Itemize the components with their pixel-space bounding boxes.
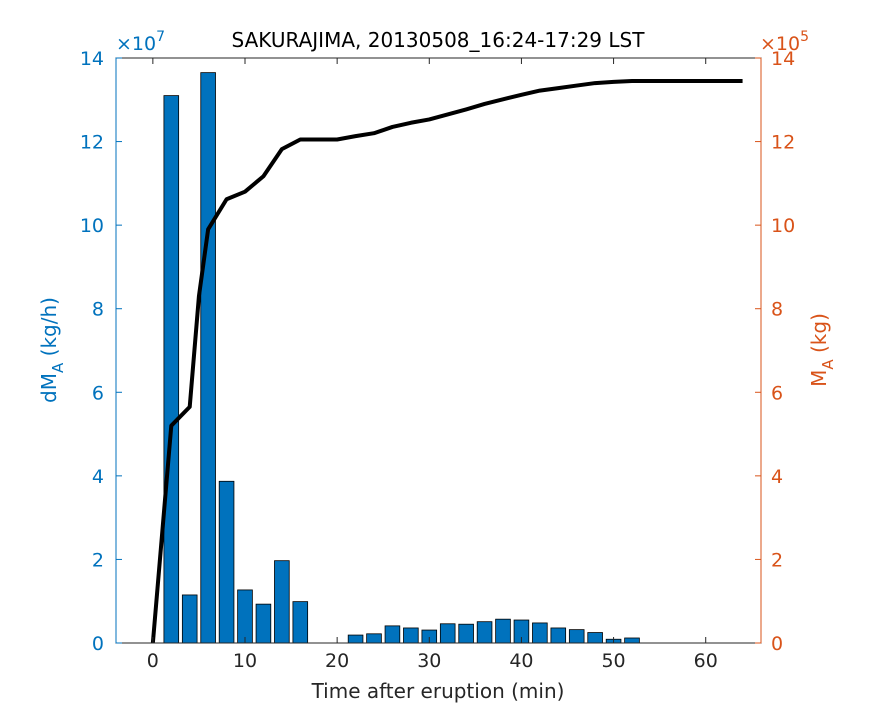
y-right-tick-label: 2 xyxy=(771,549,783,571)
bar xyxy=(255,603,272,644)
y-left-tick-label: 14 xyxy=(80,48,104,70)
y-right-exponent: ×105 xyxy=(760,29,809,55)
y-right-tick-label: 0 xyxy=(771,633,783,655)
bar xyxy=(624,637,640,644)
x-axis-ticks: 0 10 20 30 40 50 60 xyxy=(147,58,718,672)
y-left-axis-ticks: 0 2 4 6 8 10 12 14 xyxy=(80,48,122,655)
y-left-label-sub: A xyxy=(49,362,67,373)
y-right-tick-label: 6 xyxy=(771,382,783,404)
bar xyxy=(347,634,364,644)
bar xyxy=(292,601,309,644)
bar xyxy=(181,594,198,644)
bar xyxy=(163,95,180,644)
x-tick-label: 50 xyxy=(601,650,625,672)
bar xyxy=(218,480,235,644)
bar xyxy=(568,629,585,644)
cumulative-line xyxy=(150,78,743,644)
y-left-exponent-base: ×10 xyxy=(116,33,156,55)
y-right-exponent-power: 5 xyxy=(800,29,809,45)
bar xyxy=(237,589,253,644)
bar xyxy=(495,618,511,644)
bar xyxy=(274,560,290,644)
y-right-axis-ticks: 0 2 4 6 8 10 12 14 xyxy=(755,48,795,655)
y-left-tick-label: 6 xyxy=(92,382,104,404)
y-left-exponent: ×107 xyxy=(116,29,165,55)
y-right-tick-label: 14 xyxy=(771,48,795,70)
bar xyxy=(403,627,419,644)
y-left-tick-label: 2 xyxy=(92,549,104,571)
y-left-tick-label: 8 xyxy=(92,299,104,321)
y-right-exponent-base: ×10 xyxy=(760,33,800,55)
y-left-tick-label: 0 xyxy=(92,633,104,655)
x-tick-label: 20 xyxy=(325,650,349,672)
x-tick-label: 40 xyxy=(509,650,533,672)
x-tick-label: 10 xyxy=(233,650,257,672)
bar xyxy=(366,633,382,644)
x-tick-label: 0 xyxy=(147,650,159,672)
y-right-tick-label: 10 xyxy=(771,215,795,237)
y-left-tick-label: 10 xyxy=(80,215,104,237)
bar xyxy=(550,627,567,644)
x-tick-label: 60 xyxy=(694,650,718,672)
y-right-tick-label: 12 xyxy=(771,132,795,154)
bar xyxy=(587,632,603,644)
y-right-tick-label: 4 xyxy=(771,466,783,488)
y-left-tick-label: 12 xyxy=(80,132,104,154)
bar xyxy=(532,622,548,644)
chart-title: SAKURAJIMA, 20130508_16:24-17:29 LST xyxy=(232,28,646,52)
x-tick-label: 30 xyxy=(417,650,441,672)
bar xyxy=(200,72,216,644)
y-left-exponent-power: 7 xyxy=(156,29,165,45)
y-right-label-unit: (kg) xyxy=(807,313,831,359)
cumulative-line-series xyxy=(150,78,743,644)
y-left-axis-label: dMA (kg/h) xyxy=(37,297,67,403)
y-left-tick-label: 4 xyxy=(92,466,104,488)
bar xyxy=(384,625,401,644)
bar xyxy=(439,623,456,644)
x-axis-label: Time after eruption (min) xyxy=(311,679,565,703)
bar-series xyxy=(163,72,640,644)
y-right-axis-label: MA (kg) xyxy=(807,313,837,387)
y-right-label-sub: A xyxy=(819,359,837,370)
bar xyxy=(458,623,474,644)
y-right-tick-label: 8 xyxy=(771,299,783,321)
y-left-label-main: dM xyxy=(37,373,61,403)
y-left-label-unit: (kg/h) xyxy=(37,297,61,363)
y-right-label-main: M xyxy=(807,370,831,387)
bar xyxy=(476,621,493,644)
